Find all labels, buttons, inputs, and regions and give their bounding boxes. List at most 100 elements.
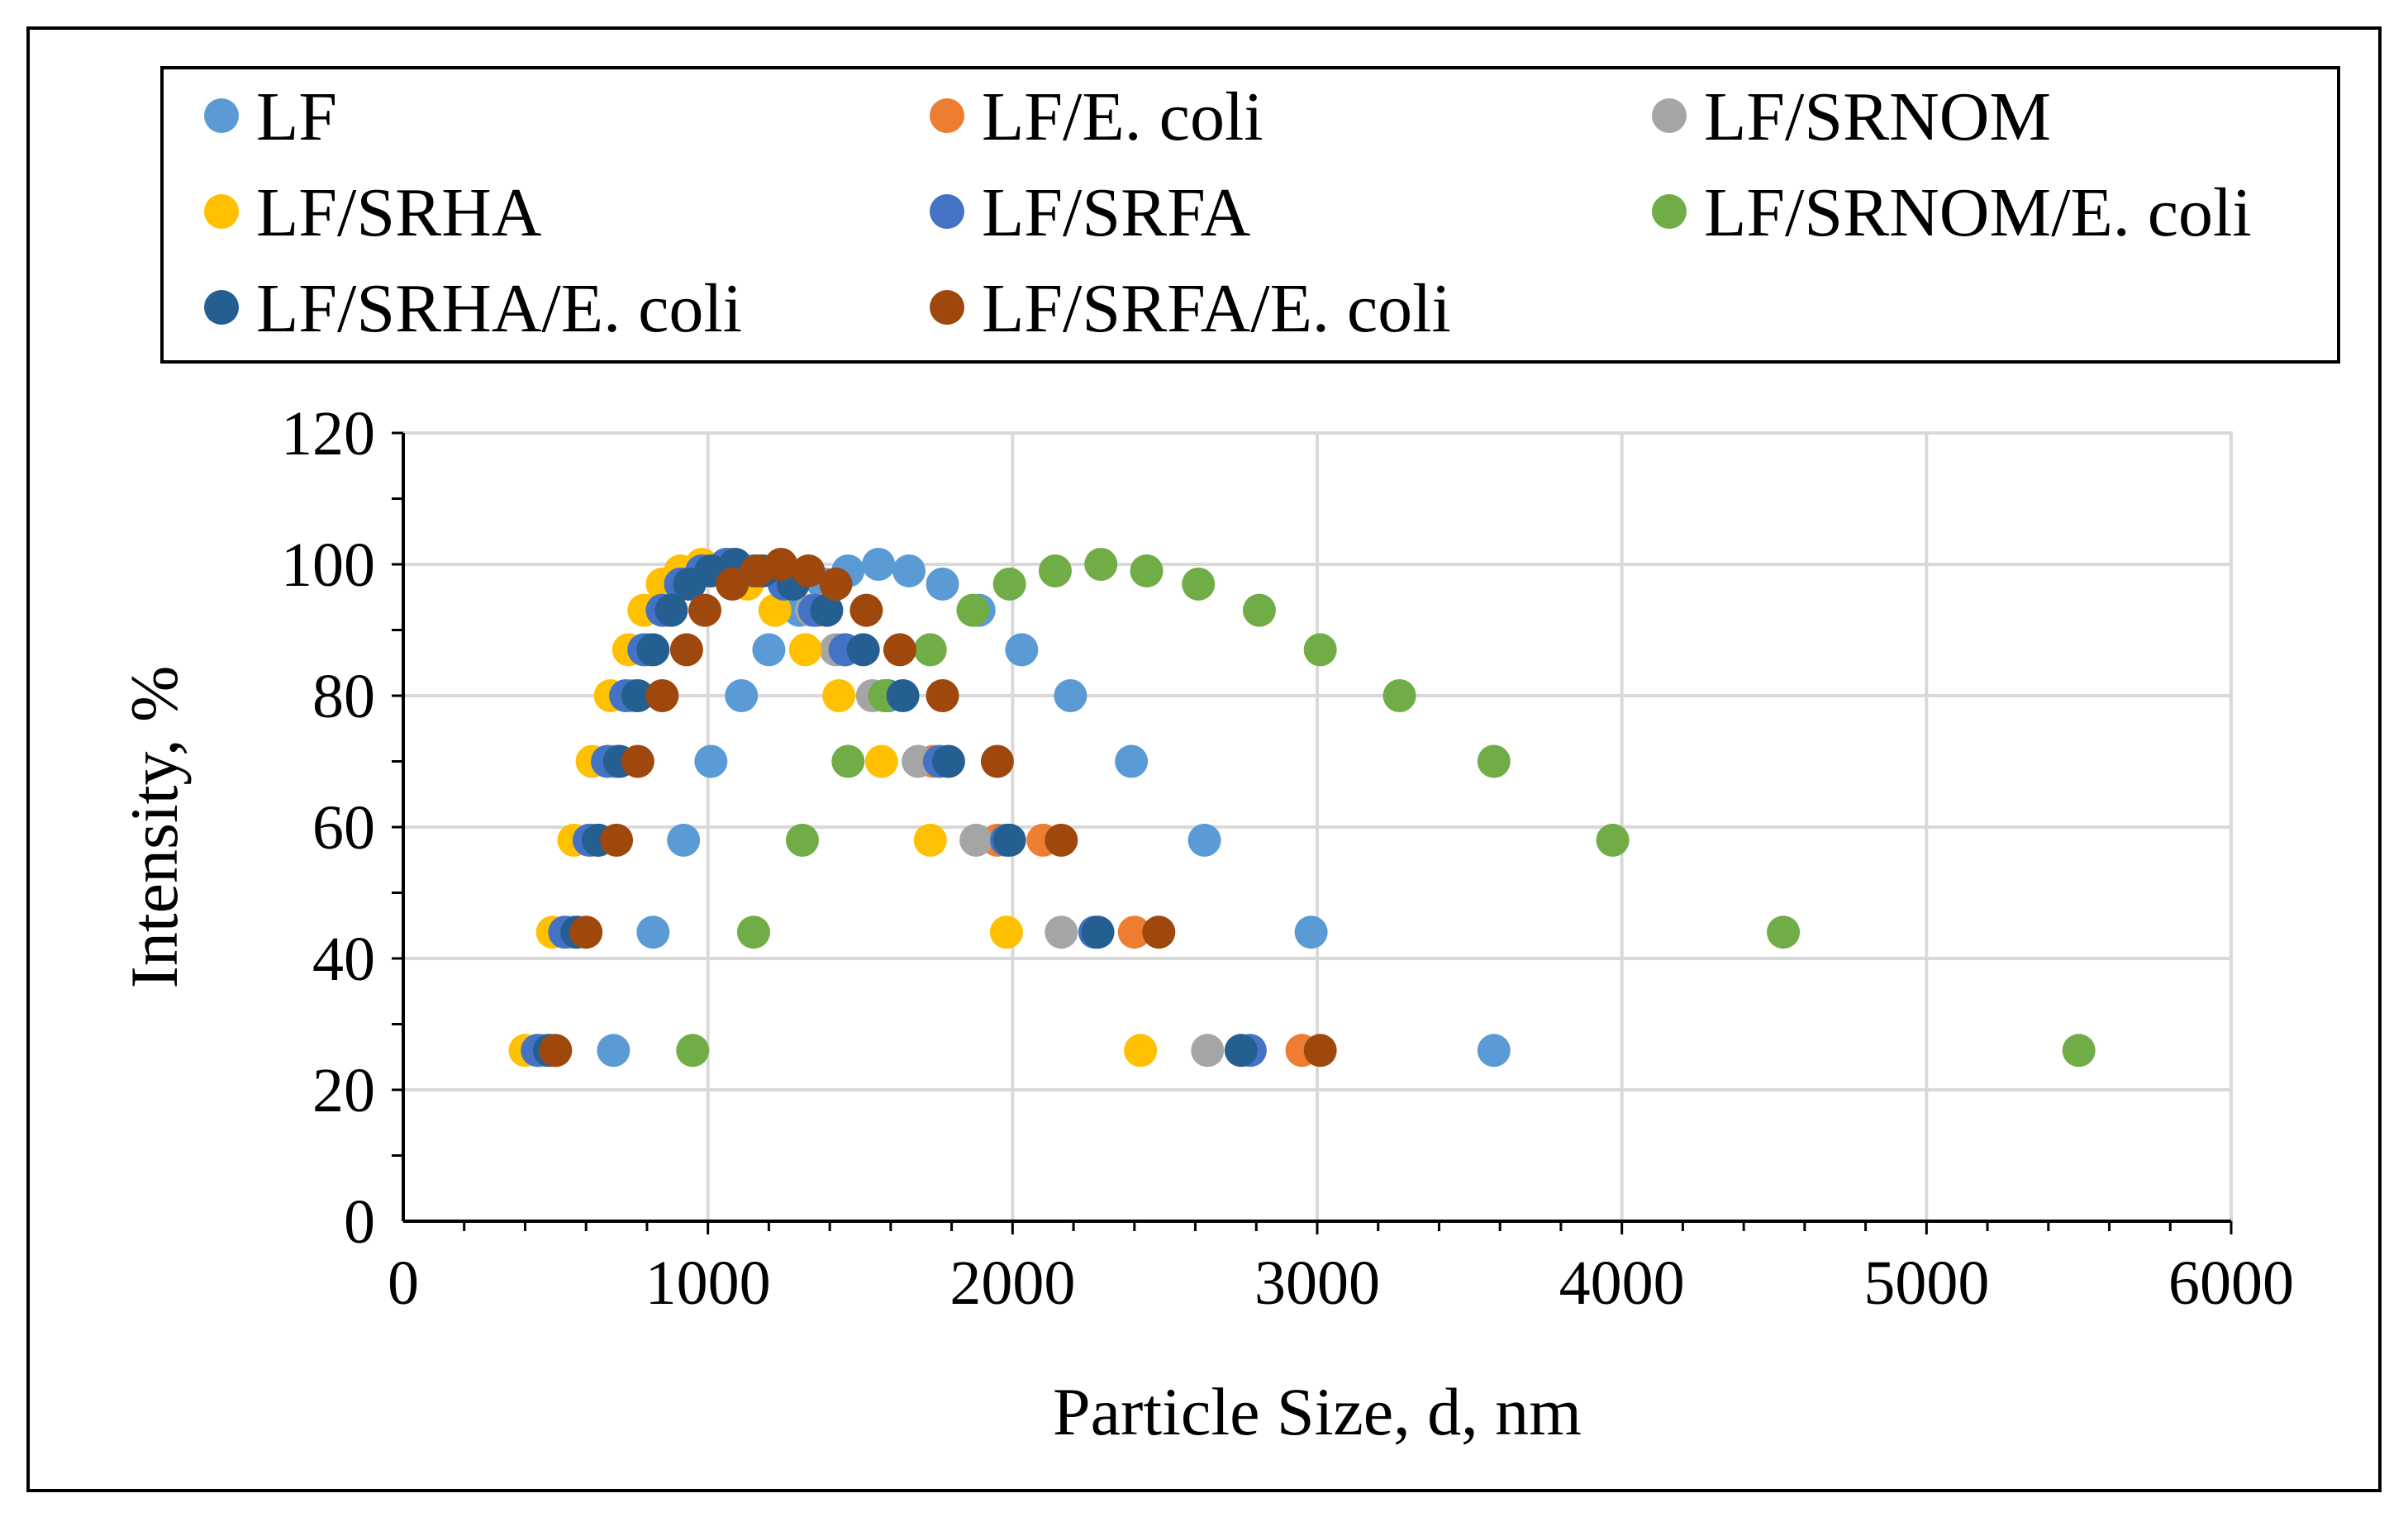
legend-label: LF xyxy=(256,78,337,155)
data-point xyxy=(846,633,880,667)
y-tick-label: 20 xyxy=(312,1056,375,1125)
data-point xyxy=(1294,915,1328,949)
legend-label: LF/SRNOM/E. coli xyxy=(1704,174,2252,251)
data-point xyxy=(1045,823,1078,857)
data-point xyxy=(1477,1034,1511,1068)
legend-item: LF/SRNOM xyxy=(1652,78,2051,155)
legend-item: LF/SRHA/E. coli xyxy=(204,270,742,347)
data-point xyxy=(1303,1034,1337,1068)
legend-box xyxy=(160,66,2340,364)
data-point xyxy=(1130,554,1164,587)
data-point xyxy=(2062,1034,2096,1068)
legend-marker xyxy=(204,98,239,133)
data-point xyxy=(621,744,654,778)
x-tick-labels: 0 1000 2000 3000 4000 5000 6000 xyxy=(388,1248,2294,1318)
data-point xyxy=(764,548,798,581)
legend-label: LF/SRHA xyxy=(256,174,542,251)
series-group xyxy=(539,548,1337,1068)
data-point xyxy=(1005,633,1039,667)
legend-marker xyxy=(930,194,964,229)
series-group xyxy=(597,548,1511,1068)
legend-marker xyxy=(1652,194,1687,229)
data-point xyxy=(822,679,856,712)
data-point xyxy=(831,744,865,778)
legend-marker xyxy=(930,290,964,325)
legend-marker xyxy=(204,290,239,325)
legend-label: LF/SRFA xyxy=(982,174,1251,251)
x-tick-label: 1000 xyxy=(645,1248,771,1318)
legend-item: LF/SRNOM/E. coli xyxy=(1652,174,2252,251)
data-point xyxy=(959,823,993,857)
data-point xyxy=(931,744,965,778)
data-point xyxy=(956,593,990,627)
x-tick-label: 0 xyxy=(388,1248,419,1318)
data-point xyxy=(1382,679,1416,712)
data-point xyxy=(1084,548,1118,581)
data-point xyxy=(810,593,844,627)
data-point xyxy=(862,548,896,581)
legend: LF LF/E. coli LF/SRNOM LF/SRHA LF/SRFA LF/SRN… xyxy=(204,78,2252,347)
data-point xyxy=(913,633,947,667)
data-point xyxy=(597,1034,631,1068)
data-point xyxy=(864,744,898,778)
y-axis-title: Intensity, % xyxy=(117,666,192,989)
data-point xyxy=(1045,915,1078,949)
y-tick-label: 40 xyxy=(312,925,375,994)
data-point xyxy=(1124,1034,1158,1068)
legend-marker xyxy=(930,98,964,133)
data-point xyxy=(1191,1034,1225,1068)
data-point xyxy=(926,567,959,601)
data-point xyxy=(1142,915,1176,949)
data-point xyxy=(1081,915,1115,949)
data-point xyxy=(1596,823,1630,857)
data-point xyxy=(669,633,703,667)
legend-label: LF/SRNOM xyxy=(1704,78,2051,155)
data-point xyxy=(788,633,822,667)
data-point xyxy=(688,593,721,627)
y-tick-label: 60 xyxy=(312,793,375,863)
data-point xyxy=(645,679,679,712)
data-point xyxy=(1054,679,1087,712)
data-point xyxy=(989,915,1023,949)
legend-item: LF/E. coli xyxy=(930,78,1263,155)
data-point xyxy=(849,593,883,627)
data-point xyxy=(758,593,792,627)
data-point xyxy=(792,554,826,587)
legend-marker xyxy=(1652,98,1687,133)
legend-label: LF/E. coli xyxy=(982,78,1263,155)
legend-item: LF xyxy=(204,78,337,155)
data-point xyxy=(667,823,701,857)
legend-item: LF/SRFA xyxy=(930,174,1251,251)
data-point xyxy=(1224,1034,1258,1068)
series-group xyxy=(676,548,2096,1068)
data-point xyxy=(1182,567,1216,601)
data-point xyxy=(1242,593,1276,627)
legend-item: LF/SRFA/E. coli xyxy=(930,270,1451,347)
data-point xyxy=(1767,915,1801,949)
data-point xyxy=(569,915,603,949)
data-point xyxy=(819,567,853,601)
data-point xyxy=(621,679,654,712)
data-point xyxy=(539,1034,573,1068)
data-point xyxy=(992,823,1026,857)
y-tick-label: 80 xyxy=(312,662,375,731)
legend-label: LF/SRHA/E. coli xyxy=(256,270,742,347)
y-tick-label: 100 xyxy=(281,530,375,600)
data-point xyxy=(636,633,670,667)
data-point xyxy=(694,744,728,778)
data-markers xyxy=(508,548,2096,1068)
data-point xyxy=(600,823,634,857)
x-tick-label: 3000 xyxy=(1254,1248,1380,1318)
axes xyxy=(392,431,2233,1234)
data-point xyxy=(736,915,770,949)
data-point xyxy=(980,744,1014,778)
data-point xyxy=(725,679,759,712)
data-point xyxy=(752,633,786,667)
data-point xyxy=(676,1034,710,1068)
data-point xyxy=(1038,554,1072,587)
data-point xyxy=(716,567,750,601)
data-point xyxy=(886,679,920,712)
data-point xyxy=(992,567,1026,601)
y-tick-labels: 0 20 40 60 80 100 120 xyxy=(281,399,375,1257)
